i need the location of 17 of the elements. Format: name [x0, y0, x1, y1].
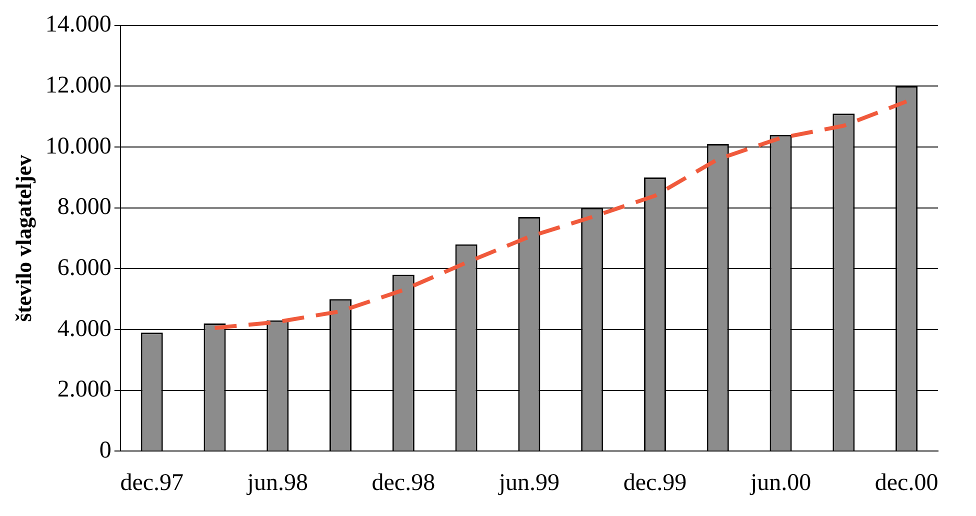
y-tick-label: 10.000 [45, 133, 112, 160]
x-tick-label: dec.99 [623, 470, 687, 496]
x-tick-label: jun.98 [246, 470, 308, 496]
y-tick-label: 12.000 [45, 72, 112, 99]
x-tick-label: jun.00 [749, 470, 812, 496]
y-tick-label: 0 [99, 437, 112, 464]
y-tick-label: 2.000 [57, 376, 112, 403]
y-axis-title: število vlagateljev [10, 154, 36, 322]
y-tick-label: 4.000 [57, 316, 112, 342]
y-tick-label: 14.000 [45, 12, 112, 38]
y-tick-label: 6.000 [57, 255, 112, 282]
x-tick-label: dec.97 [120, 470, 184, 496]
y-tick-label: 8.000 [57, 194, 112, 220]
line-series [212, 99, 909, 330]
x-tick-label: dec.98 [372, 470, 436, 496]
x-tick-label: jun.99 [498, 470, 560, 496]
x-tick-label: dec.00 [874, 470, 938, 496]
